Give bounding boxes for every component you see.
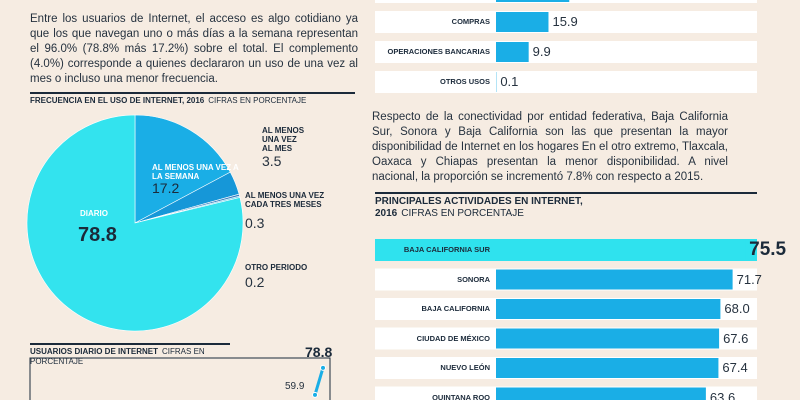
bar [496,269,733,290]
value-label: 9.9 [532,44,551,59]
category-label: BAJA CALIFORNIA [421,304,490,313]
slice-value: 0.3 [245,215,265,231]
subtitle-text: CIFRAS EN PORCENTAJE [401,208,524,219]
value-label: 59.9 [285,380,305,392]
title-rule [30,343,230,345]
chart-title: PRINCIPALES ACTIVIDADES EN INTERNET, 201… [375,196,615,220]
slice-label: AL MENOS UNA VEZ CADA TRES MESES [245,191,325,209]
row-band [375,41,757,63]
value-label: 63.6 [709,389,736,400]
slice-value: 78.8 [78,224,117,246]
pie-slice [26,114,244,332]
title-text: USUARIOS DIARIO DE INTERNET [30,347,159,356]
subtitle-text: CIFRAS EN PORCENTAJE [208,96,307,105]
row-band [375,11,757,33]
point [312,391,318,398]
slice-value: 3.5 [262,153,282,169]
value-label: 75.5 [749,239,787,260]
category-label: OPERACIONES BANCARIAS [387,47,490,56]
paragraph: Entre los usuarios de Internet, el acces… [30,13,358,85]
value-label: 78.8 [305,343,333,360]
category-label: NUEVO LEÓN [440,363,490,372]
slice-value: 0.2 [245,274,265,290]
title-text: FRECUENCIA EN EL USO DE INTERNET, 2016 [30,96,205,105]
category-label: OTROS USOS [439,77,490,86]
chart-title: USUARIOS DIARIO DE INTERNET CIFRAS EN POR… [30,347,230,367]
slice-value: 17.2 [152,180,180,196]
slice-label: OTRO PERIODO [245,263,308,272]
value-label: 0.1 [500,74,519,89]
bar [496,358,719,378]
row-band [375,71,757,93]
value-label: 71.7 [736,271,762,287]
value-label: 67.4 [722,360,748,375]
category-label: CIUDAD DE MÉXICO [416,333,490,343]
category-label: QUINTANA ROO [432,392,490,400]
plot-frame [29,357,331,400]
slice-label: AL MENOS UNA VEZ A LA SEMANA [152,163,239,181]
value-label: 68.0 [724,301,750,316]
category-label: SONORA [457,274,490,284]
category-label: COMPRAS [451,17,490,26]
line [313,367,325,396]
bar [496,42,529,62]
category-label: BAJA CALIFORNIA SUR [403,245,490,254]
title-rule [30,92,355,94]
bar [496,299,721,319]
title-rule [375,192,757,194]
subtitle-text: CIFRAS EN PORCENTAJE [30,347,205,366]
slice-label: AL MENOS UNA VEZ AL MES [262,126,305,153]
bar [496,240,746,260]
pie-slice [134,114,231,224]
chart-title: FRECUENCIA EN EL USO DE INTERNET, 2016 CI… [30,96,355,106]
paragraph: Respecto de la conectividad por entidad … [372,111,728,183]
bar [496,328,720,349]
value-label: 15.9 [552,14,578,29]
bar [496,0,570,2]
slice-label: DIARIO [80,209,108,218]
title-text: PRINCIPALES ACTIVIDADES EN INTERNET, 201… [375,196,583,219]
bar [496,12,549,32]
value-label: 67.6 [723,330,749,346]
bar [496,387,706,400]
point [320,364,326,371]
